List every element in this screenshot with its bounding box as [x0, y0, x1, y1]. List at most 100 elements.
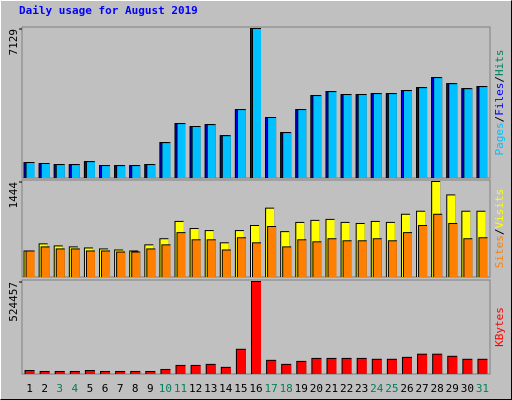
bar — [131, 165, 141, 178]
bar — [176, 232, 186, 277]
bar — [357, 240, 367, 277]
bar — [54, 370, 65, 374]
bar-face — [237, 110, 246, 178]
bar — [145, 370, 156, 374]
bar — [267, 117, 277, 178]
bar — [221, 135, 231, 178]
bar — [462, 358, 473, 374]
bar-face — [70, 371, 80, 374]
x-tick-label: 9 — [147, 382, 154, 395]
bar-face — [207, 125, 216, 178]
bar-face — [117, 166, 126, 178]
bar — [221, 249, 231, 277]
bar — [24, 370, 35, 374]
bar-face — [268, 227, 277, 277]
bar-face — [71, 249, 80, 277]
bar-face — [479, 87, 488, 178]
bar-face — [102, 251, 111, 277]
bar-face — [373, 94, 382, 178]
bar — [55, 248, 65, 277]
bar — [160, 368, 171, 374]
bar-face — [222, 250, 231, 277]
bar-face — [116, 371, 126, 374]
x-tick-label: 2 — [41, 382, 48, 395]
bar-face — [162, 143, 171, 178]
bar-face — [26, 251, 35, 277]
bar-face — [192, 240, 201, 277]
bar — [327, 238, 337, 277]
bar — [477, 358, 488, 374]
bar-face — [132, 252, 141, 277]
bar-face — [282, 364, 292, 374]
bar — [372, 93, 382, 178]
bar — [161, 142, 171, 178]
legend-separator: / — [493, 116, 506, 123]
bar — [191, 239, 201, 277]
bar — [85, 161, 95, 178]
x-tick-label: 19 — [295, 382, 308, 395]
bar-face — [283, 247, 292, 277]
bar — [191, 126, 201, 178]
bar-face — [387, 359, 397, 374]
bar-face — [101, 371, 111, 374]
bar-face — [328, 92, 337, 178]
x-tick-label: 5 — [87, 382, 94, 395]
bar — [418, 225, 428, 277]
bar-face — [358, 241, 367, 277]
x-tick-label: 23 — [355, 382, 368, 395]
x-tick-label: 1 — [26, 382, 33, 395]
x-tick-label: 29 — [446, 382, 459, 395]
x-tick-label: 14 — [219, 382, 233, 395]
bar — [312, 241, 322, 277]
bar — [146, 248, 156, 277]
bar-face — [162, 245, 171, 277]
bar — [251, 281, 261, 374]
bar-face — [41, 247, 50, 277]
bar — [84, 370, 95, 374]
bar-face — [464, 89, 473, 178]
bar-face — [117, 252, 126, 277]
bar — [311, 357, 322, 374]
bar-face — [192, 127, 201, 178]
bar-face — [268, 118, 277, 178]
bar — [146, 164, 156, 178]
x-tick-label: 8 — [132, 382, 139, 395]
bar — [312, 95, 322, 178]
bar-face — [206, 364, 216, 374]
bar — [25, 250, 35, 277]
bar — [55, 164, 65, 178]
x-tick-label: 11 — [174, 382, 187, 395]
bar — [25, 162, 35, 178]
bar — [433, 77, 443, 178]
bar — [433, 213, 443, 277]
bar-face — [388, 94, 397, 178]
bar — [297, 239, 307, 277]
x-tick-label: 24 — [370, 382, 384, 395]
bar-face — [177, 233, 186, 277]
legend-entry: Hits — [493, 50, 506, 77]
bar-face — [146, 371, 156, 374]
legend-separator: / — [493, 229, 506, 236]
bar — [356, 357, 367, 374]
bar-face — [343, 241, 352, 277]
bar — [116, 251, 126, 277]
bar-face — [85, 371, 95, 374]
x-tick-label: 12 — [189, 382, 202, 395]
legend-entry: Visits — [493, 189, 506, 229]
x-tick-label: 27 — [415, 382, 428, 395]
bar-face — [297, 361, 307, 374]
bar — [175, 364, 186, 374]
x-tick-label: 18 — [280, 382, 293, 395]
bar-face — [40, 371, 50, 374]
bar-face — [132, 166, 141, 178]
bar — [447, 355, 458, 374]
bar — [281, 363, 292, 374]
bar-face — [478, 359, 488, 374]
y-tick-label: 524457 — [7, 282, 20, 322]
bar — [100, 370, 111, 374]
x-tick-label: 17 — [264, 382, 277, 395]
bar-face — [418, 354, 428, 374]
bar-face — [419, 88, 428, 178]
bar — [418, 87, 428, 178]
